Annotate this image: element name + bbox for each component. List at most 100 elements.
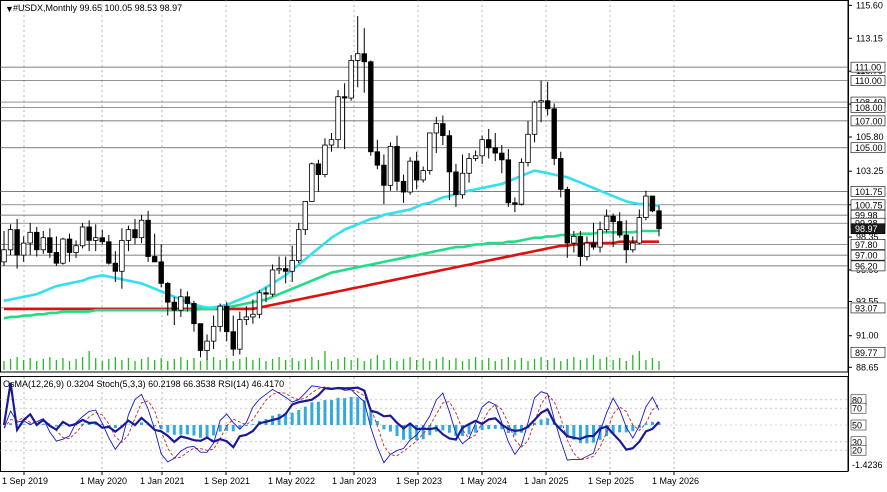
candle-body [499,152,505,161]
candle-body [151,256,158,263]
candle-body [427,132,433,171]
candle-body [27,231,33,244]
time-axis-label: 1 Jan 2023 [332,476,377,486]
candle-body [538,100,544,103]
candle-body [14,229,20,256]
price-label-box [850,102,886,113]
horizontal-levels [0,66,848,309]
candle-body [322,144,328,175]
indicator-title: OsMA(12,26,9) 0.3204 Stoch(5,3,3) 60.219… [3,379,284,389]
price-tick-label: 93.55 [856,296,879,306]
candles[interactable] [1,16,662,360]
candle-body [119,239,125,272]
ma-slow-line [4,240,659,311]
candle-body [99,237,105,243]
candle-body [485,139,492,149]
candle-body [315,163,322,175]
candle-body [256,292,263,315]
indicator-tick-label: 20 [852,446,862,456]
candle-body [1,249,7,263]
candle-body [86,226,92,241]
candle-body [335,96,341,141]
price-label-box [850,75,886,86]
candle-body [158,261,164,284]
time-axis-label: 1 Sep 2023 [396,476,442,486]
candle-body [132,229,138,239]
indicator-tick-box [850,419,867,431]
time-axis-label: 1 Sep 2025 [588,476,634,486]
volume-bars [3,351,660,370]
price-label-text: 97.80 [855,240,878,250]
candle-body [282,268,289,272]
indicator-tick-box [850,444,867,456]
candle-body [603,215,610,231]
candle-body [125,229,132,241]
price-label-box [850,346,886,358]
candle-body [210,325,217,342]
price-tick-label: 105.80 [856,132,884,142]
candle-body [558,158,564,190]
candle-body [197,323,204,351]
candle-body [243,316,250,321]
candle-body [394,145,400,182]
candle-body [623,234,629,251]
price-tick-label: 98.35 [856,232,879,242]
candle-body [610,215,616,222]
price-tick-label: 115.60 [856,0,883,10]
price-label-text: 107.00 [855,116,883,126]
candle-body [400,180,407,193]
price-label-text: 101.75 [855,187,883,197]
price-axis: 115.60113.15110.70108.25105.80103.25100.… [848,0,886,471]
candle-body [354,53,361,61]
price-tick-label: 113.15 [856,33,883,43]
candle-body [145,219,151,257]
candle-body [472,155,479,159]
candle-body [47,237,53,253]
candle-body [7,229,14,251]
candle-body [597,229,603,248]
candle-body [407,160,413,193]
price-label-box [850,239,886,250]
time-axis-label: 1 May 2024 [460,476,507,486]
price-tick-label: 88.65 [856,362,879,372]
price-label-text: 100.75 [855,200,883,210]
candle-body [649,195,656,212]
candle-body [341,96,348,99]
candle-body [466,158,472,174]
candle-body [60,238,66,264]
candle-body [269,269,276,295]
indicator-panel [0,382,848,464]
price-label-text: 105.00 [855,143,883,153]
candle-body [381,164,387,186]
candle-body [230,331,236,350]
candle-body [630,242,636,251]
candle-body [138,219,145,239]
candle-body [191,303,197,325]
candle-body [479,139,485,157]
time-axis-label: 1 May 2026 [652,476,699,486]
dropdown-arrow-icon[interactable]: ▼ [5,4,14,14]
candle-body [525,133,531,163]
candle-body [34,231,40,251]
rsi-line [2,382,660,451]
indicator-tick-label: 50 [852,421,862,431]
candle-body [361,53,367,63]
candle-body [577,235,584,257]
price-label-box [850,223,886,235]
time-axis-label: 1 Jan 2025 [524,476,569,486]
candle-body [309,163,315,202]
candle-body [40,237,46,251]
price-tick-label: 103.25 [856,166,884,176]
candle-body [106,241,112,264]
candle-body [112,262,119,272]
candle-body [250,313,256,318]
candle-body [564,188,570,244]
price-label-box [850,302,886,314]
ma-mid-line [3,229,659,320]
price-label-box [850,260,886,272]
candle-body [328,139,335,146]
stoch-signal-line [3,386,660,461]
candle-body [571,235,577,244]
price-label-box [850,115,886,127]
candle-body [459,172,466,196]
